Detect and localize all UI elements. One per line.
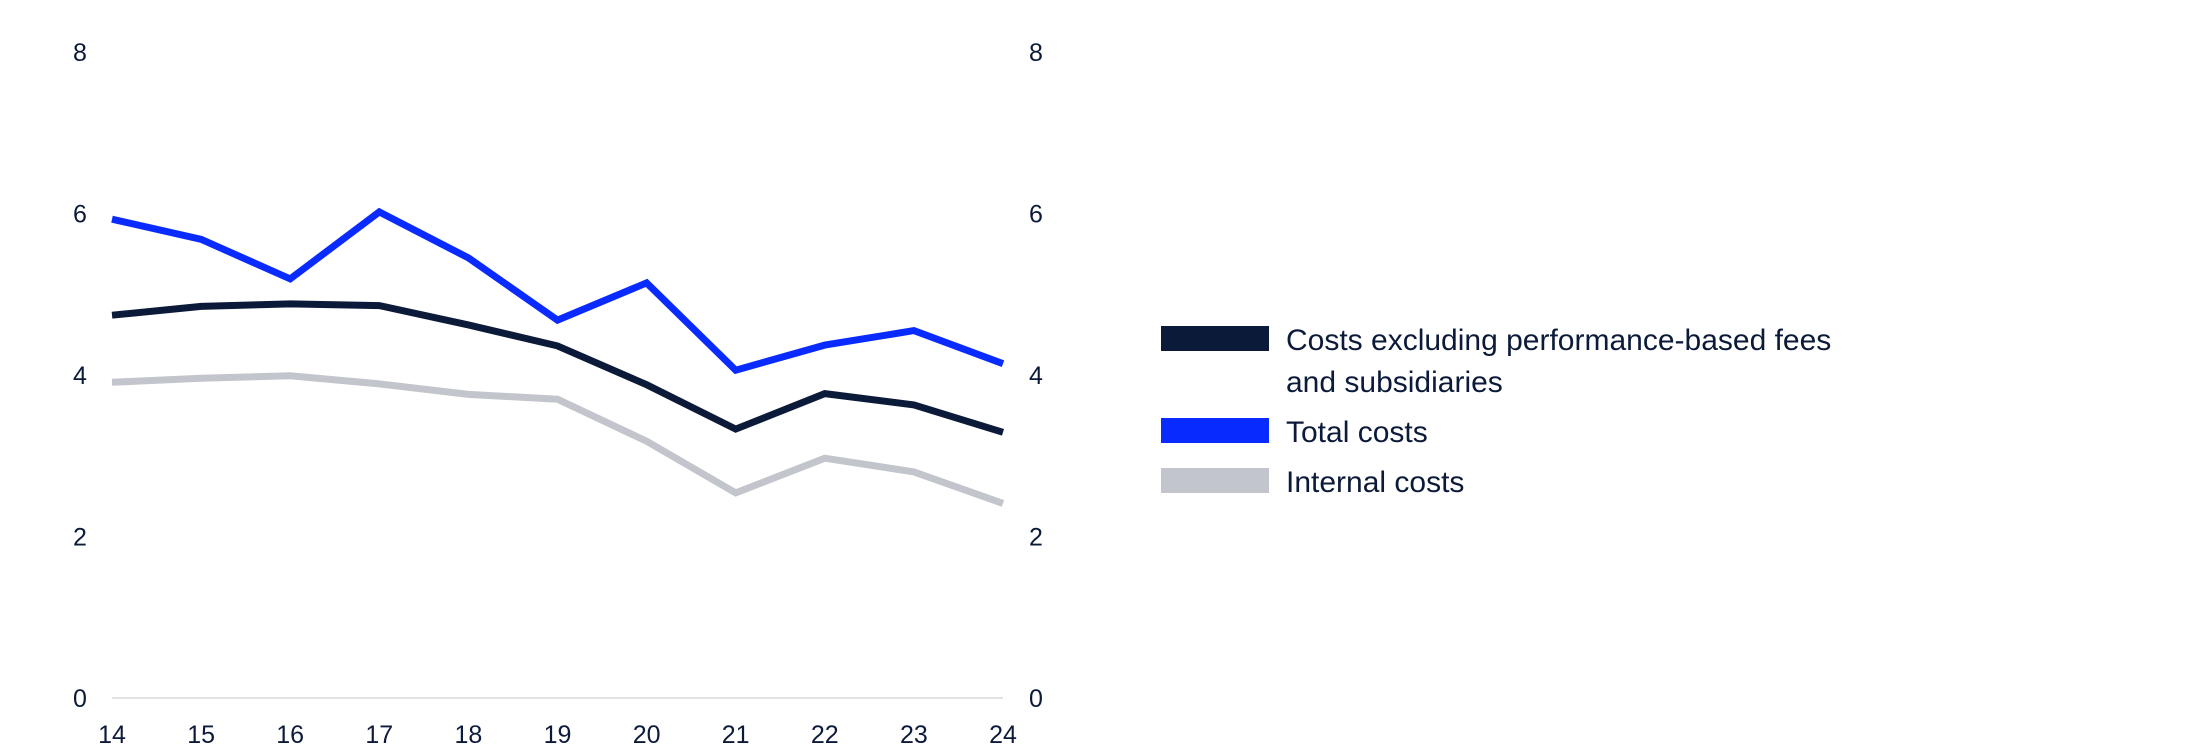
series-line-2 (111, 372, 1005, 507)
legend-item: Total costs (1161, 412, 2061, 454)
x-tick: 21 (722, 721, 750, 749)
series-line-0 (111, 300, 1005, 436)
x-tick: 19 (544, 721, 572, 749)
legend-item: Internal costs (1161, 462, 2061, 504)
x-tick: 23 (900, 721, 928, 749)
legend-swatch (1161, 326, 1269, 351)
legend: Costs excluding performance-based fees a… (1161, 320, 2061, 512)
x-tick: 18 (454, 721, 482, 749)
x-tick: 15 (187, 721, 215, 749)
legend-swatch (1161, 468, 1269, 493)
series-line-1 (111, 207, 1005, 375)
x-tick: 24 (989, 721, 1017, 749)
axes: 0 02 24 46 68 814 15 16 17 18 19 20 21 22 23 24 (73, 39, 1043, 749)
y-tick-left: 8 (73, 39, 87, 67)
legend-swatch (1161, 418, 1269, 443)
legend-label: Internal costs (1286, 466, 1465, 499)
x-tick: 20 (633, 721, 661, 749)
y-tick-left: 4 (73, 362, 87, 390)
x-tick: 22 (811, 721, 839, 749)
y-tick-right: 4 (1029, 362, 1043, 390)
y-tick-right: 0 (1029, 685, 1043, 713)
y-tick-left: 0 (73, 685, 87, 713)
y-tick-left: 6 (73, 201, 87, 229)
y-tick-left: 2 (73, 524, 87, 552)
x-tick: 17 (365, 721, 393, 749)
legend-label: Total costs (1286, 416, 1428, 449)
x-tick: 16 (276, 721, 304, 749)
legend-item: Costs excluding performance-based fees a… (1161, 320, 2061, 404)
series-lines (111, 207, 1005, 507)
y-tick-right: 2 (1029, 524, 1043, 552)
y-tick-right: 6 (1029, 201, 1043, 229)
legend-label: Costs excluding performance-based fees a… (1286, 324, 1832, 399)
x-tick: 14 (98, 721, 126, 749)
y-tick-right: 8 (1029, 39, 1043, 67)
